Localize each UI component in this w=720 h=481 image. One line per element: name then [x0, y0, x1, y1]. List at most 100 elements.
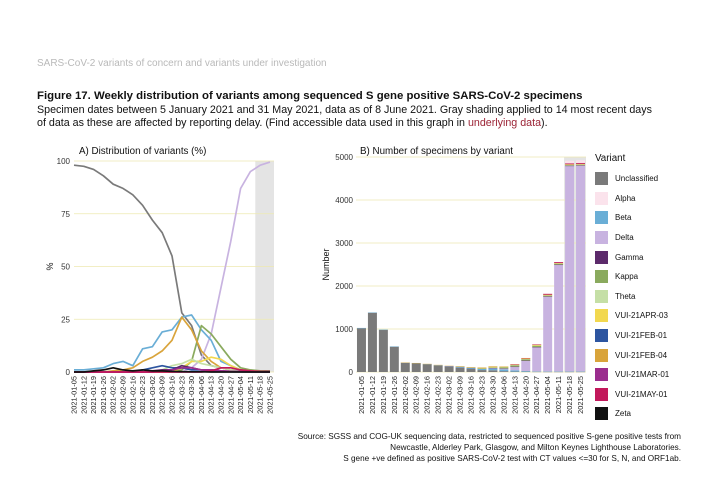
subtitle-line1: Specimen dates between 5 January 2021 an…	[37, 104, 652, 116]
x-tick-label: 2021-01-26	[390, 376, 399, 414]
bar-segment	[532, 345, 542, 348]
y-tick-label: 5000	[335, 153, 353, 162]
legend-swatch	[595, 191, 608, 205]
y-tick-label: 3000	[335, 239, 353, 248]
bar-segment	[510, 365, 520, 367]
x-tick-label: 2021-02-16	[128, 376, 137, 414]
bar-segment	[389, 346, 399, 372]
bar-segment	[499, 371, 509, 372]
legend-swatch	[595, 329, 608, 343]
bar-segment	[488, 366, 498, 368]
y-tick-label: 50	[61, 263, 70, 272]
bar-segment	[576, 164, 586, 166]
bar-segment	[499, 369, 509, 372]
x-tick-label: 2021-03-09	[456, 376, 465, 414]
bar-segment	[576, 165, 586, 372]
bar-segment	[521, 359, 531, 361]
subtitle-line2-end: ).	[541, 117, 548, 130]
bar-segment	[378, 329, 388, 372]
legend-label: Unclassified	[615, 174, 659, 184]
x-tick-label: 2021-04-27	[226, 376, 235, 414]
x-tick-label: 2021-01-12	[368, 376, 377, 414]
bar-segment	[565, 165, 575, 372]
underlying-data-link[interactable]: underlying data	[467, 117, 542, 130]
source-line-3: S gene +ve defined as positive SARS-CoV-…	[343, 453, 681, 463]
legend-swatch	[595, 289, 608, 303]
legend-label: VUI-21MAR-01	[615, 370, 670, 380]
bar-segment	[466, 367, 476, 368]
x-tick-label: 2021-03-30	[488, 376, 497, 414]
bar-segment	[444, 366, 454, 367]
panel-b-title: B) Number of specimens by variant	[360, 146, 513, 157]
bar-segment	[411, 363, 421, 372]
x-tick-label: 2021-05-18	[565, 376, 574, 414]
x-tick-label: 2021-03-23	[177, 376, 186, 414]
legend-item: Beta	[595, 208, 669, 228]
legend-label: Beta	[615, 213, 632, 223]
bar-segment	[477, 367, 487, 369]
y-tick-label: 75	[61, 210, 70, 219]
x-tick-label: 2021-01-19	[89, 376, 98, 414]
source-line-1: Source: SGSS and COG-UK sequencing data,…	[297, 432, 681, 441]
bar-segment	[521, 360, 531, 372]
legend-label: Alpha	[615, 193, 636, 203]
x-tick-label: 2021-04-20	[521, 376, 530, 414]
x-tick-label: 2021-04-20	[217, 376, 226, 414]
legend-label: VUI-21FEB-04	[615, 350, 668, 360]
x-tick-label: 2021-02-09	[412, 376, 421, 414]
legend-item: VUI-21FEB-01	[595, 326, 669, 346]
legend-item: Theta	[595, 287, 669, 307]
bar-segment	[499, 368, 509, 370]
bar-segment	[488, 370, 498, 372]
x-tick-label: 2021-05-11	[246, 376, 255, 413]
series-line	[74, 316, 271, 373]
legend-item: VUI-21MAY-01	[595, 385, 669, 405]
y-tick-label: 25	[61, 315, 70, 324]
x-tick-label: 2021-05-04	[543, 376, 552, 414]
bar-segment	[499, 367, 509, 369]
x-tick-label: 2021-05-25	[266, 376, 275, 414]
legend-label: VUI-21MAY-01	[615, 389, 668, 399]
legend-title: Variant	[595, 153, 626, 164]
bar-segment	[554, 264, 564, 372]
x-tick-label: 2021-01-05	[70, 376, 79, 414]
bar-segment	[554, 262, 564, 263]
bar-segment	[554, 263, 564, 265]
legend-item: Kappa	[595, 267, 669, 287]
legend: Variant Unclassified Alpha Beta Delta Gamma K…	[595, 153, 669, 424]
bar-segment	[400, 362, 410, 372]
legend-swatch	[595, 368, 608, 382]
bar-segment	[510, 366, 520, 371]
x-tick-label: 2021-02-23	[434, 376, 443, 414]
x-tick-label: 2021-01-26	[99, 376, 108, 414]
bar-segment	[521, 371, 531, 372]
bar-segment	[565, 165, 575, 166]
y-tick-label: 100	[57, 157, 71, 166]
legend-item: Zeta	[595, 404, 669, 424]
x-tick-label: 2021-04-27	[532, 376, 541, 414]
y-tick-label: 0	[349, 368, 354, 377]
bar-segment	[543, 293, 553, 295]
x-tick-label: 2021-02-23	[138, 376, 147, 414]
bar-segment	[455, 367, 465, 372]
x-tick-label: 2021-01-12	[79, 376, 88, 414]
series-line	[74, 314, 271, 373]
legend-item: Gamma	[595, 247, 669, 267]
legend-label: Gamma	[615, 252, 644, 262]
legend-swatch	[595, 172, 608, 186]
legend-item: VUI-21MAR-01	[595, 365, 669, 385]
panel-a-title: A) Distribution of variants (%)	[79, 146, 207, 157]
x-tick-label: 2021-05-04	[236, 376, 245, 414]
x-tick-label: 2021-03-02	[445, 376, 454, 414]
x-tick-label: 2021-03-30	[187, 376, 196, 414]
series-line	[74, 366, 270, 373]
legend-swatch	[595, 211, 608, 225]
x-tick-label: 2021-02-16	[423, 376, 432, 414]
legend-label: VUI-21FEB-01	[615, 331, 668, 341]
x-tick-label: 2021-05-11	[554, 376, 563, 413]
bar-segment	[433, 365, 443, 372]
x-tick-label: 2021-03-23	[477, 376, 486, 414]
y-axis-label: Number	[321, 248, 331, 280]
subtitle-line2: of data as these are affected by reporti…	[37, 117, 468, 130]
